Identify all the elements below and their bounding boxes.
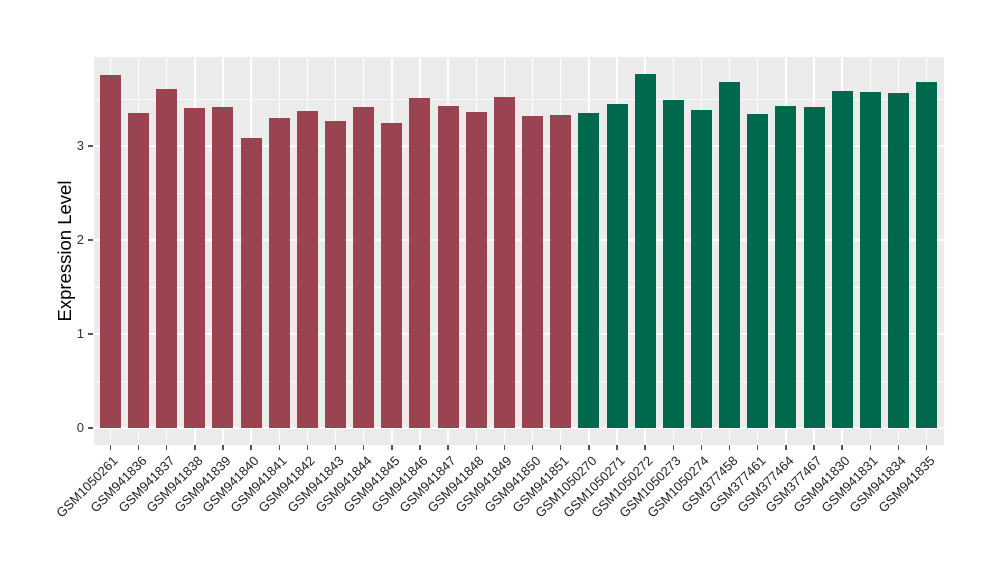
- bar: [803, 106, 825, 428]
- x-tick-mark: [194, 445, 196, 450]
- grid-minor-y: [93, 287, 944, 288]
- x-tick-mark: [475, 445, 478, 450]
- x-tick-mark: [362, 445, 365, 450]
- bar: [550, 114, 572, 428]
- y-tick-label: 3: [76, 138, 84, 153]
- bar: [887, 93, 909, 428]
- x-tick-mark: [588, 445, 590, 450]
- x-tick-mark: [785, 445, 787, 450]
- bar: [662, 99, 684, 428]
- bar: [184, 108, 206, 428]
- bar: [325, 120, 347, 428]
- bar: [409, 98, 431, 428]
- x-tick-mark: [419, 445, 421, 450]
- bar: [353, 107, 375, 428]
- x-tick-mark: [672, 445, 675, 450]
- y-tick-label: 2: [76, 232, 84, 247]
- bar: [212, 106, 234, 428]
- grid-major-y: [93, 333, 944, 335]
- bar: [381, 122, 403, 428]
- bar: [916, 82, 938, 428]
- y-tick-mark: [88, 333, 93, 335]
- x-tick-mark: [531, 445, 534, 450]
- x-tick-mark: [925, 445, 928, 450]
- bar: [128, 113, 150, 428]
- bar: [747, 114, 769, 428]
- bar: [578, 113, 600, 428]
- grid-minor-y: [93, 193, 944, 194]
- x-tick-mark: [109, 445, 112, 450]
- bar: [831, 90, 853, 428]
- bar: [296, 111, 318, 428]
- x-tick-mark: [222, 445, 224, 450]
- y-tick-label: 0: [76, 420, 84, 435]
- bar: [493, 97, 515, 428]
- x-tick-mark: [644, 445, 646, 450]
- x-tick-mark: [559, 445, 562, 450]
- bar: [437, 105, 459, 428]
- grid-major-y: [93, 239, 944, 241]
- grid-major-y: [93, 145, 944, 147]
- y-tick-mark: [88, 145, 93, 147]
- y-axis-title: Expression Level: [54, 180, 75, 322]
- x-tick-mark: [278, 445, 280, 450]
- bar: [465, 112, 487, 428]
- x-tick-mark: [250, 445, 252, 450]
- bar: [240, 137, 262, 428]
- grid-major-y: [93, 427, 944, 429]
- y-tick-mark: [88, 239, 93, 241]
- x-tick-mark: [503, 445, 506, 450]
- x-tick-mark: [728, 445, 731, 450]
- x-tick-mark: [137, 445, 140, 450]
- y-tick-label: 1: [76, 326, 84, 341]
- y-tick-mark: [88, 427, 93, 429]
- x-tick-mark: [165, 445, 168, 450]
- x-tick-mark: [813, 445, 815, 450]
- bar: [719, 82, 741, 428]
- x-tick-mark: [334, 445, 337, 450]
- x-tick-mark: [616, 445, 618, 450]
- x-tick-mark: [841, 445, 843, 450]
- plot-panel: [93, 57, 944, 445]
- grid-minor-y: [93, 99, 944, 100]
- bar: [99, 74, 121, 428]
- x-tick-mark: [391, 445, 393, 450]
- grid-minor-y: [93, 381, 944, 382]
- x-tick-mark: [869, 445, 872, 450]
- bar: [522, 115, 544, 428]
- bar: [634, 73, 656, 428]
- x-tick-mark: [447, 445, 449, 450]
- x-tick-mark: [306, 445, 309, 450]
- bar: [268, 117, 290, 428]
- bar: [690, 110, 712, 428]
- x-tick-mark: [897, 445, 900, 450]
- bar: [775, 105, 797, 428]
- bar: [606, 103, 628, 428]
- bar: [156, 88, 178, 428]
- x-tick-mark: [700, 445, 703, 450]
- bar: [859, 92, 881, 428]
- x-tick-mark: [756, 445, 759, 450]
